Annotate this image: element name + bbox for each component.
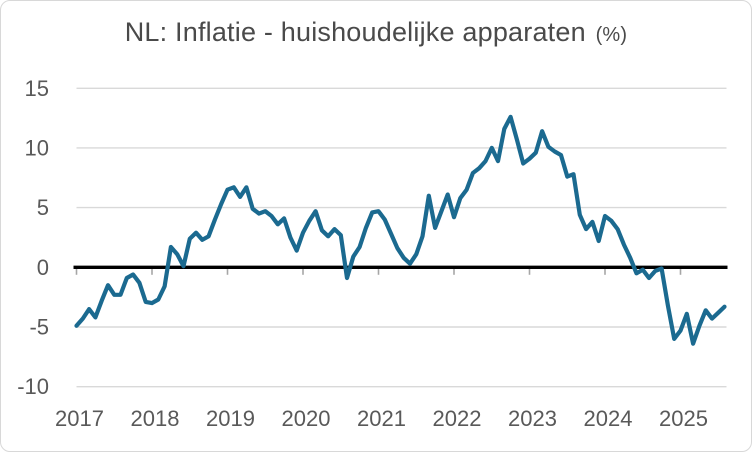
x-axis-label: 2017 [55, 406, 104, 431]
y-axis-label: -10 [17, 374, 49, 399]
chart-title: NL: Inflatie - huishoudelijke apparaten … [1, 17, 751, 48]
x-axis-label: 2022 [433, 406, 482, 431]
x-axis-label: 2021 [357, 406, 406, 431]
title-percent-text: (%) [595, 24, 628, 46]
x-axis-label: 2025 [659, 406, 708, 431]
x-axis-label: 2024 [584, 406, 633, 431]
title-percent-suffix: (%) [590, 24, 628, 46]
y-axis-label: 0 [37, 255, 49, 280]
x-axis-label: 2020 [282, 406, 331, 431]
x-axis-label: 2023 [508, 406, 557, 431]
x-axis-label: 2018 [131, 406, 180, 431]
x-axis-label: 2019 [206, 406, 255, 431]
y-axis-label: 10 [25, 135, 49, 160]
y-axis-label: -5 [29, 315, 49, 340]
title-text: NL: Inflatie - huishoudelijke apparaten [124, 17, 586, 47]
inflation-line [74, 114, 727, 346]
y-axis-label: 15 [25, 76, 49, 101]
y-axis-label: 5 [37, 195, 49, 220]
